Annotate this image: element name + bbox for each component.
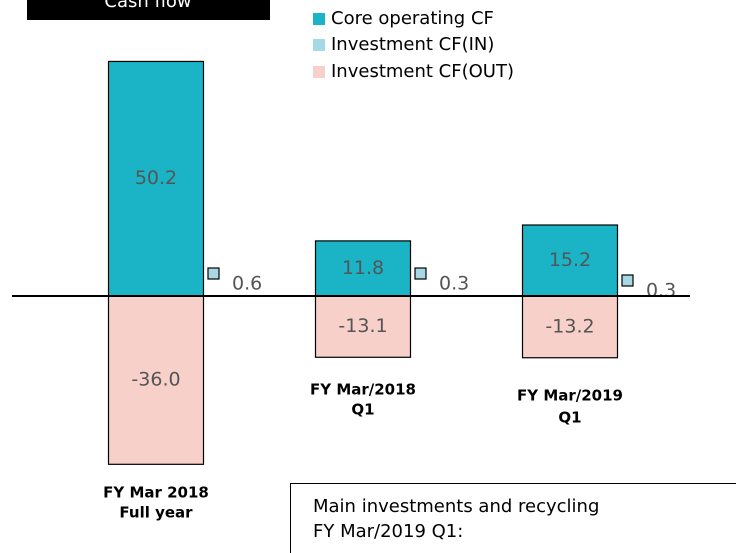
- x-tick-label: Q1: [351, 401, 374, 419]
- annotation-box: [290, 483, 736, 553]
- legend-label: Investment CF(OUT): [331, 61, 514, 82]
- legend-label: Investment CF(IN): [331, 34, 494, 55]
- bar: [314, 295, 412, 358]
- value-label: -13.1: [338, 315, 387, 337]
- annotation: Main investments and recycling: [313, 496, 599, 517]
- x-tick-label: Full year: [119, 504, 193, 522]
- value-label: 0.6: [232, 273, 262, 295]
- value-label: 50.2: [135, 167, 177, 189]
- marker: [207, 267, 220, 280]
- value-label: 0.3: [439, 273, 469, 295]
- legend-swatch: [313, 66, 325, 78]
- chart-title: Cash flow: [104, 0, 191, 12]
- marker: [621, 274, 634, 287]
- legend-swatch: [313, 13, 325, 25]
- legend-swatch: [313, 39, 325, 51]
- x-tick-label: FY Mar/2019: [517, 387, 623, 405]
- marker: [414, 267, 427, 280]
- value-label: 11.8: [342, 257, 384, 279]
- annotation: FY Mar/2019 Q1:: [313, 521, 463, 542]
- bar: [107, 295, 205, 465]
- title-box: [27, 0, 270, 20]
- bar: [521, 224, 619, 297]
- value-label: 0.3: [646, 280, 676, 302]
- value-label: -13.2: [545, 315, 594, 337]
- bar: [314, 240, 412, 297]
- legend-label: Core operating CF: [331, 8, 494, 29]
- value-label: 15.2: [549, 249, 591, 271]
- x-tick-label: FY Mar 2018: [103, 484, 209, 502]
- x-tick-label: Q1: [558, 409, 581, 427]
- bar: [521, 295, 619, 359]
- value-label: -36.0: [131, 369, 180, 391]
- x-tick-label: FY Mar/2018: [310, 381, 416, 399]
- bar: [107, 60, 205, 297]
